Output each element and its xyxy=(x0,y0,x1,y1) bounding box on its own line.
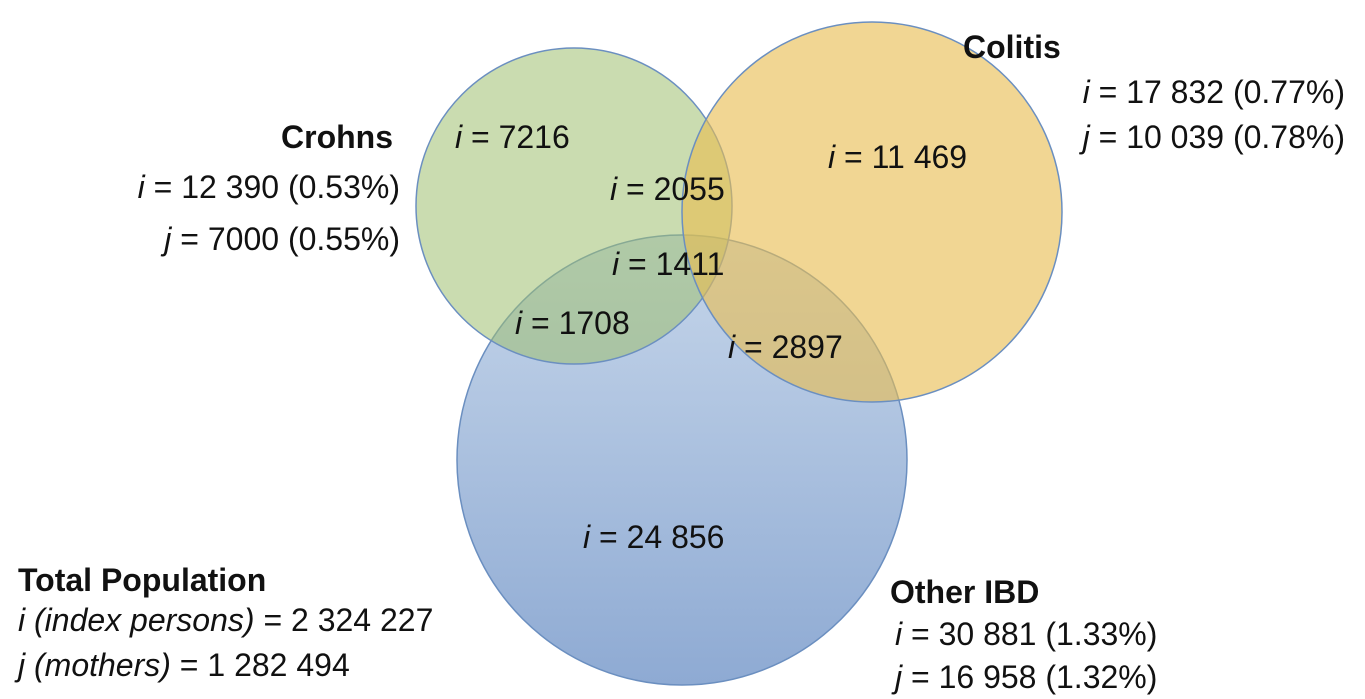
set-count: j = 7000 (0.55%) xyxy=(160,221,400,257)
variable: i xyxy=(583,519,591,555)
value-text: = 12 390 (0.53%) xyxy=(154,169,400,205)
labels: Crohns i = 12 390 (0.53%) j = 7000 (0.55%)… xyxy=(14,29,1345,695)
set-count: j = 10 039 (0.78%) xyxy=(1079,119,1345,155)
set-count: i = 30 881 (1.33%) xyxy=(895,616,1157,652)
value-text: = 1708 xyxy=(531,305,630,341)
region-count: i = 11 469 xyxy=(828,139,967,175)
colitis-circle xyxy=(681,21,1063,403)
value-text: = 11 469 xyxy=(844,139,967,175)
set-count: i = 12 390 (0.53%) xyxy=(138,169,400,205)
region-count: i = 7216 xyxy=(455,119,570,155)
variable: i xyxy=(455,119,463,155)
value-text: = 24 856 xyxy=(599,519,724,555)
variable: i xyxy=(612,246,620,282)
set-name: Crohns xyxy=(281,119,393,155)
value-text: = 2 324 227 xyxy=(263,602,433,638)
value-text: = 7216 xyxy=(471,119,570,155)
variable: i xyxy=(828,139,836,175)
total-title: Total Population xyxy=(18,562,266,598)
variable: i xyxy=(895,616,903,652)
variable: j xyxy=(1079,119,1091,155)
variable: i xyxy=(515,305,523,341)
variable: j xyxy=(891,659,903,695)
region-count: i = 1708 xyxy=(515,305,630,341)
set-count: i = 17 832 (0.77%) xyxy=(1083,74,1345,110)
set-name: Colitis xyxy=(963,29,1061,65)
region-count: i = 24 856 xyxy=(583,519,724,555)
value-text: = 1 282 494 xyxy=(180,647,350,683)
value-text: = 7000 (0.55%) xyxy=(180,221,400,257)
value-text: = 30 881 (1.33%) xyxy=(911,616,1157,652)
value-text: = 17 832 (0.77%) xyxy=(1099,74,1345,110)
set-count: j = 16 958 (1.32%) xyxy=(891,659,1157,695)
variable: i xyxy=(610,171,618,207)
variable: j (mothers) xyxy=(14,647,171,683)
value-text: = 10 039 (0.78%) xyxy=(1099,119,1345,155)
value-text: = 1411 xyxy=(628,246,724,282)
region-count: i = 1411 xyxy=(612,246,724,282)
variable: j xyxy=(160,221,172,257)
region-count: i = 2055 xyxy=(610,171,725,207)
value-text: = 2897 xyxy=(744,329,843,365)
region-count: i = 2897 xyxy=(728,329,843,365)
variable: i xyxy=(728,329,736,365)
variable: i xyxy=(1083,74,1091,110)
value-text: = 16 958 (1.32%) xyxy=(911,659,1157,695)
variable: i (index persons) xyxy=(18,602,255,638)
total-count: j (mothers) = 1 282 494 xyxy=(14,647,350,683)
set-name: Other IBD xyxy=(890,574,1039,610)
total-count: i (index persons) = 2 324 227 xyxy=(18,602,433,638)
value-text: = 2055 xyxy=(626,171,725,207)
variable: i xyxy=(138,169,146,205)
